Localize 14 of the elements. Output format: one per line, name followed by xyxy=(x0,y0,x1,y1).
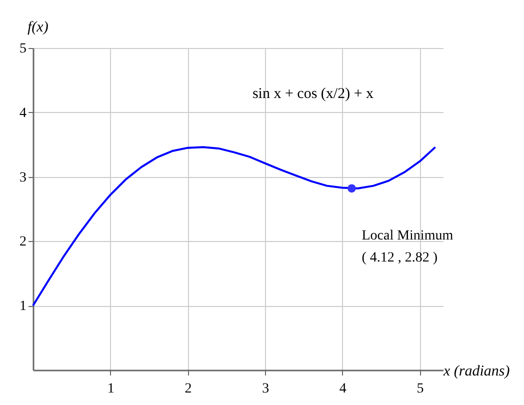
y-tick-label: 2 xyxy=(20,234,26,250)
annotation: Local Minimum ( 4.12 , 2.82 ) xyxy=(362,228,454,266)
y-tick-label: 1 xyxy=(20,299,26,314)
x-tick-label: 1 xyxy=(107,382,114,396)
x-axis-title: x (radians) xyxy=(442,364,510,380)
y-axis-title: f(x) xyxy=(28,20,48,36)
y-tick-label: 4 xyxy=(20,106,26,121)
x-tick-label: 3 xyxy=(262,382,270,396)
y-tick-label: 3 xyxy=(20,170,26,186)
annotation: sin x + cos (x/2) + x xyxy=(252,86,374,102)
y-tick-label: 5 xyxy=(20,42,26,56)
x-tick-label: 2 xyxy=(184,382,192,396)
x-tick-label: 5 xyxy=(416,382,424,396)
x-tick-label: 4 xyxy=(339,382,346,396)
